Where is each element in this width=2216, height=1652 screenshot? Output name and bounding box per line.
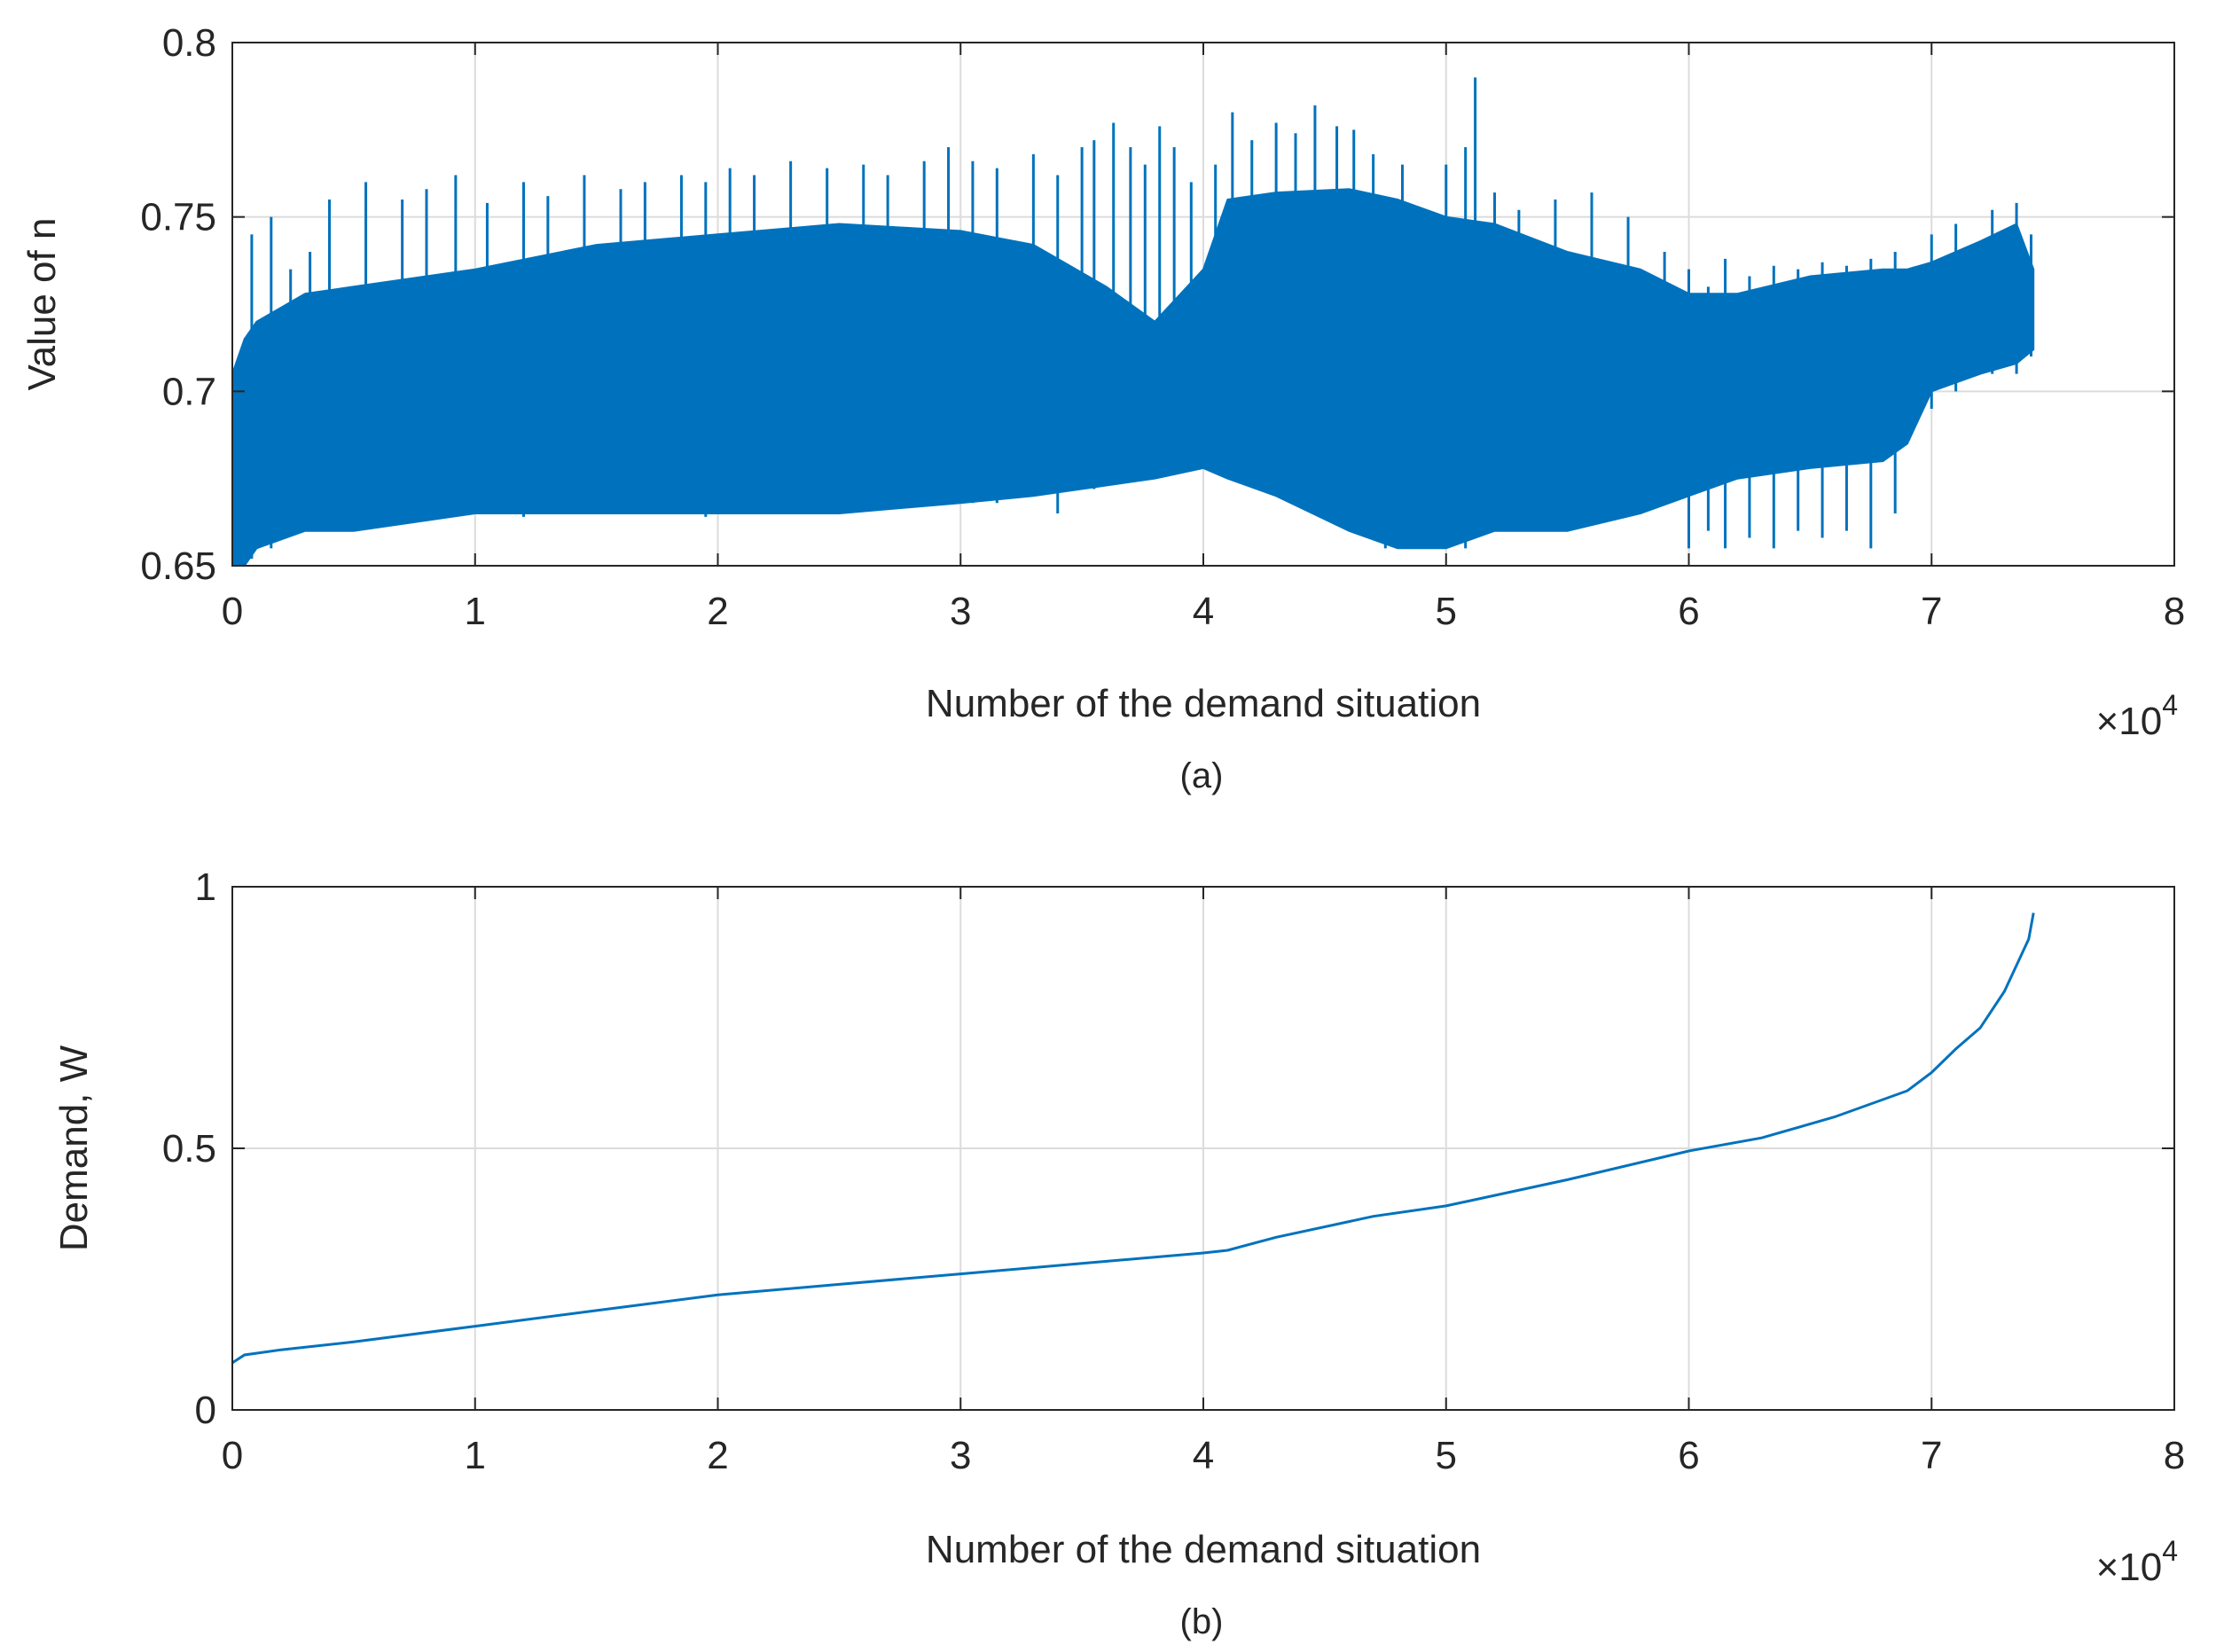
panel-a: 0 1 2 3 4 5 6 7 8 0.65 0.7 0.75 0.8 Number of the dem… (20, 21, 2185, 795)
x-tick-label: 7 (1921, 590, 1942, 633)
x-tick-label: 6 (1678, 1434, 1699, 1477)
plot-area (232, 77, 2035, 566)
x-axis-multiplier-exponent: 4 (2162, 689, 2178, 721)
x-tick-label: 1 (465, 590, 486, 633)
x-axis-multiplier: ×104 (2096, 689, 2178, 743)
x-tick-label: 1 (465, 1434, 486, 1477)
x-tick-label: 6 (1678, 590, 1699, 633)
y-tick-label: 0 (195, 1389, 216, 1432)
y-tick-label: 0.75 (140, 196, 216, 239)
y-tick-label: 0.65 (140, 544, 216, 588)
panel-b: 0 1 2 3 4 5 6 7 8 0 0.5 1 Number of the demand situa… (52, 865, 2185, 1641)
x-axis-multiplier-base: ×10 (2096, 700, 2163, 743)
x-tick-label: 8 (2164, 590, 2185, 633)
x-axis-label: Number of the demand situation (926, 682, 1481, 725)
x-axis-label: Number of the demand situation (926, 1528, 1481, 1571)
x-tick-label: 3 (950, 1434, 971, 1477)
y-tick-label: 0.5 (162, 1127, 216, 1170)
x-axis-multiplier-base: ×10 (2096, 1546, 2163, 1589)
y-tick-label: 1 (195, 865, 216, 909)
x-tick-label: 0 (222, 1434, 243, 1477)
y-tick-label: 0.7 (162, 370, 216, 413)
series-band (232, 188, 2035, 566)
x-tick-label: 8 (2164, 1434, 2185, 1477)
y-axis-label: Value of n (20, 218, 64, 391)
panel-caption: (a) (1180, 756, 1224, 795)
x-tick-label: 4 (1193, 1434, 1214, 1477)
x-axis-multiplier: ×104 (2096, 1535, 2178, 1589)
x-tick-label: 2 (707, 590, 728, 633)
y-tick-label: 0.8 (162, 21, 216, 65)
x-tick-label: 3 (950, 590, 971, 633)
plot-area (232, 912, 2035, 1365)
panel-caption: (b) (1180, 1602, 1224, 1641)
x-tick-label: 5 (1436, 590, 1457, 633)
x-tick-label: 5 (1436, 1434, 1457, 1477)
x-tick-label: 4 (1193, 590, 1214, 633)
x-tick-label: 2 (707, 1434, 728, 1477)
x-tick-label: 7 (1921, 1434, 1942, 1477)
series-line (232, 912, 2035, 1365)
x-tick-label: 0 (222, 590, 243, 633)
y-axis-label: Demand, W (52, 1045, 96, 1251)
x-axis-multiplier-exponent: 4 (2162, 1535, 2178, 1567)
